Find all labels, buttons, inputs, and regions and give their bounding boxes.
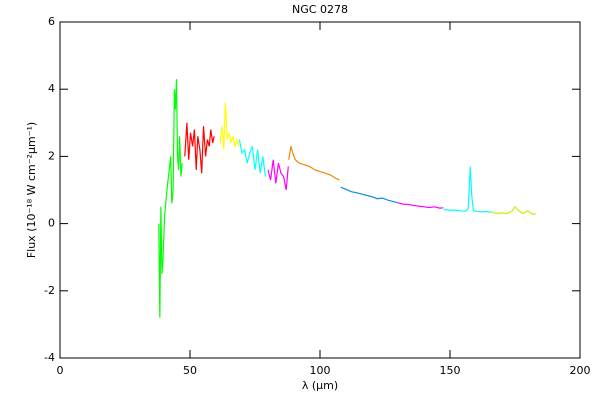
spectrum-line bbox=[491, 205, 537, 216]
chart-title: NGC 0278 bbox=[292, 3, 348, 16]
y-tick-label: 6 bbox=[48, 15, 55, 28]
spectrum-line bbox=[219, 102, 240, 150]
spectrum-line bbox=[184, 122, 215, 174]
spectrum-line bbox=[288, 146, 340, 181]
y-tick-label: 4 bbox=[48, 82, 55, 95]
spectrum-line bbox=[397, 202, 444, 209]
plot-frame bbox=[59, 21, 581, 359]
spectrum-line bbox=[267, 159, 289, 191]
x-tick-label: 0 bbox=[57, 364, 64, 377]
y-tick-label: 2 bbox=[48, 149, 55, 162]
y-tick-label: -4 bbox=[44, 351, 55, 364]
spectrum-line bbox=[443, 166, 492, 213]
y-axis-label: Flux (10⁻¹⁸ W cm⁻²μm⁻¹) bbox=[25, 122, 38, 258]
x-tick-label: 50 bbox=[183, 364, 197, 377]
spectrum-line bbox=[158, 79, 183, 318]
x-tick-label: 100 bbox=[310, 364, 331, 377]
y-tick-label: 0 bbox=[48, 217, 55, 230]
spectrum-line bbox=[238, 139, 266, 177]
x-tick-label: 150 bbox=[440, 364, 461, 377]
x-tick-label: 200 bbox=[570, 364, 591, 377]
y-tick-label: -2 bbox=[44, 284, 55, 297]
x-axis-label: λ (μm) bbox=[302, 379, 338, 392]
spectrum-line bbox=[340, 186, 399, 204]
